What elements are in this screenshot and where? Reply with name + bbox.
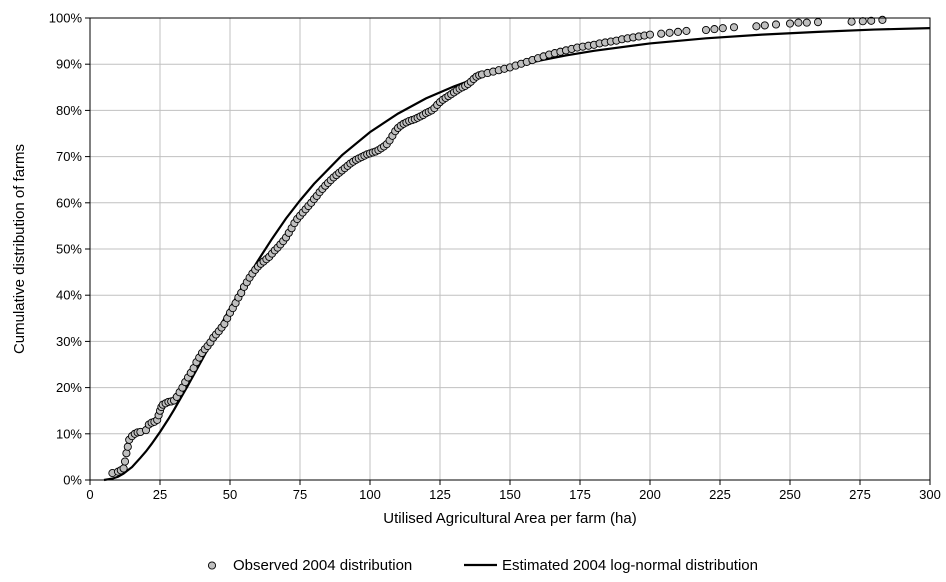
data-point-observed: [122, 449, 131, 458]
y-tick-label: 40%: [56, 288, 82, 303]
series-line-estimated: [103, 27, 931, 482]
data-point-observed: [760, 21, 769, 30]
legend-label-estimated: Estimated 2004 log-normal distribution: [502, 557, 758, 574]
data-point-observed: [752, 22, 761, 31]
x-tick-label: 25: [153, 487, 167, 502]
x-tick-label: 200: [639, 487, 661, 502]
data-point-observed: [673, 27, 683, 36]
data-point-observed: [847, 17, 856, 26]
data-point-observed: [682, 26, 691, 35]
y-tick-label: 90%: [56, 57, 82, 72]
data-point-observed: [771, 20, 781, 29]
y-axis-title: Cumulative distribution of farms: [11, 144, 28, 354]
series-points-observed: [108, 15, 887, 478]
y-tick-label: 20%: [56, 380, 82, 395]
plot-area: [89, 15, 931, 482]
data-point-observed: [657, 29, 666, 38]
x-tick-label: 275: [849, 487, 871, 502]
x-tick-label: 0: [86, 487, 93, 502]
data-point-observed: [729, 23, 739, 32]
data-point-observed: [120, 457, 130, 466]
data-point-observed: [802, 18, 811, 27]
legend-marker-observed: [207, 561, 217, 570]
x-tick-label: 100: [359, 487, 381, 502]
data-point-observed: [867, 16, 876, 25]
y-tick-label: 0%: [63, 473, 82, 488]
data-point-observed: [878, 15, 887, 24]
y-tick-label: 70%: [56, 149, 82, 164]
data-point-observed: [645, 30, 655, 39]
data-point-observed: [701, 25, 711, 35]
x-tick-label: 50: [223, 487, 237, 502]
x-tick-label: 75: [293, 487, 307, 502]
data-point-observed: [858, 17, 867, 26]
y-tick-label: 10%: [56, 426, 82, 441]
y-tick-label: 50%: [56, 242, 82, 257]
y-tick-label: 60%: [56, 195, 82, 210]
x-axis: 0 25 50 75 100 125 150 175 200 225 250 275 300 Utili…: [86, 480, 941, 527]
x-tick-label: 225: [709, 487, 731, 502]
y-axis: 0% 10% 20% 30% 40% 50% 60% 70% 80% 90% 100% Cumula…: [11, 11, 90, 488]
data-point-observed: [718, 24, 727, 33]
x-tick-label: 175: [569, 487, 591, 502]
data-point-observed: [794, 18, 803, 27]
data-point-observed: [665, 28, 674, 37]
y-tick-label: 30%: [56, 334, 82, 349]
data-point-observed: [710, 25, 719, 34]
data-point-observed: [119, 464, 128, 473]
data-point-observed: [123, 442, 132, 451]
y-tick-label: 100%: [49, 11, 83, 26]
data-point-observed: [785, 19, 795, 28]
x-tick-label: 300: [919, 487, 941, 502]
y-axis-ticks: 0% 10% 20% 30% 40% 50% 60% 70% 80% 90% 100%: [49, 11, 90, 488]
x-axis-title: Utilised Agricultural Area per farm (ha): [383, 510, 636, 527]
data-point-observed: [813, 18, 823, 27]
legend: Observed 2004 distribution Estimated 200…: [207, 557, 758, 574]
x-axis-ticks: 0 25 50 75 100 125 150 175 200 225 250 275 300: [86, 480, 941, 502]
y-tick-label: 80%: [56, 103, 82, 118]
legend-label-observed: Observed 2004 distribution: [233, 557, 412, 574]
x-tick-label: 150: [499, 487, 521, 502]
x-tick-label: 125: [429, 487, 451, 502]
x-tick-label: 250: [779, 487, 801, 502]
